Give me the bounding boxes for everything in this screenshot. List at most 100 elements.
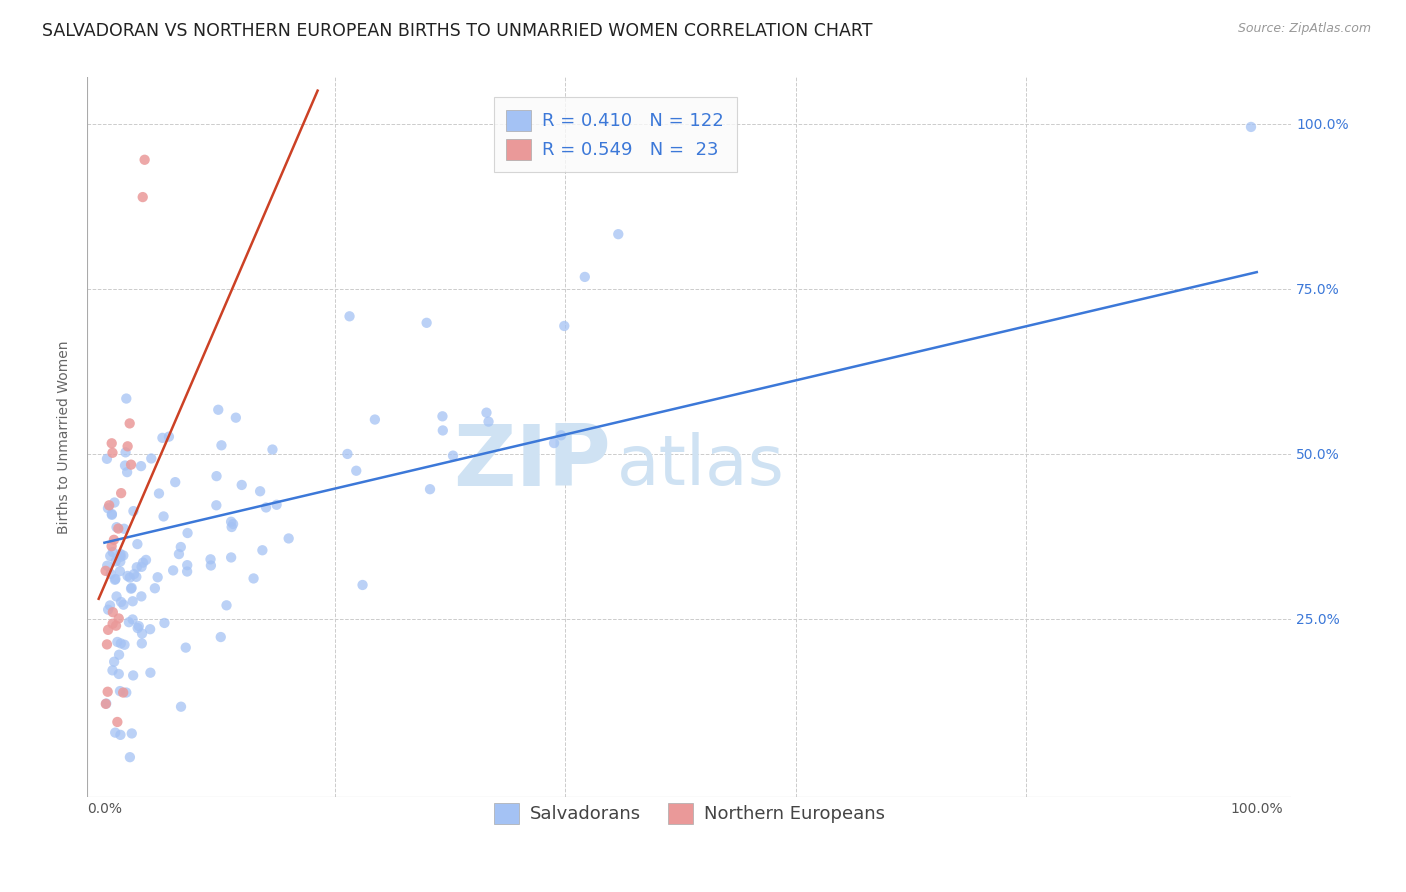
Point xyxy=(108,684,131,698)
Point xyxy=(176,565,198,579)
Point xyxy=(339,310,361,324)
Point xyxy=(117,439,139,453)
Point xyxy=(110,549,132,564)
Point xyxy=(215,599,238,613)
Point xyxy=(139,622,162,636)
Point xyxy=(277,532,299,546)
Point xyxy=(94,564,117,578)
Point xyxy=(336,447,359,461)
Point xyxy=(415,316,437,330)
Text: SALVADORAN VS NORTHERN EUROPEAN BIRTHS TO UNMARRIED WOMEN CORRELATION CHART: SALVADORAN VS NORTHERN EUROPEAN BIRTHS T… xyxy=(42,22,873,40)
Point xyxy=(1240,120,1263,134)
Point xyxy=(112,549,135,563)
Point xyxy=(219,515,242,529)
Point xyxy=(127,621,149,635)
Point xyxy=(98,549,121,563)
Point xyxy=(96,558,118,573)
Point xyxy=(211,438,233,452)
Point xyxy=(242,571,264,585)
Point xyxy=(115,392,138,406)
Point xyxy=(121,594,143,608)
Point xyxy=(108,564,131,578)
Point xyxy=(131,590,153,604)
Point xyxy=(146,570,169,584)
Point xyxy=(441,449,464,463)
Point xyxy=(107,611,129,625)
Point xyxy=(103,533,125,547)
Point xyxy=(152,431,174,445)
Point xyxy=(121,612,143,626)
Point xyxy=(205,469,228,483)
Point xyxy=(432,424,454,438)
Point xyxy=(110,728,132,742)
Point xyxy=(97,684,120,698)
Point xyxy=(105,618,128,632)
Point xyxy=(117,569,139,583)
Point xyxy=(100,566,122,581)
Point xyxy=(553,318,575,333)
Point xyxy=(101,664,124,678)
Point xyxy=(209,630,232,644)
Point xyxy=(98,498,121,512)
Point xyxy=(134,153,156,167)
Point xyxy=(97,623,120,637)
Point xyxy=(200,552,222,566)
Text: ZIP: ZIP xyxy=(453,421,612,504)
Point xyxy=(266,498,288,512)
Point xyxy=(114,445,136,459)
Point xyxy=(125,570,148,584)
Point xyxy=(120,582,142,596)
Point xyxy=(131,636,153,650)
Point xyxy=(162,563,184,577)
Point xyxy=(131,559,153,574)
Point xyxy=(112,598,135,612)
Point xyxy=(118,570,141,584)
Point xyxy=(122,567,145,582)
Point xyxy=(101,446,124,460)
Point xyxy=(225,410,247,425)
Point xyxy=(432,409,454,424)
Point xyxy=(110,547,132,561)
Point xyxy=(105,635,128,649)
Point xyxy=(121,726,143,740)
Point xyxy=(110,486,132,500)
Point xyxy=(94,697,117,711)
Point xyxy=(252,543,274,558)
Point xyxy=(249,484,271,499)
Point xyxy=(550,428,572,442)
Point xyxy=(96,637,118,651)
Point xyxy=(419,482,441,496)
Point xyxy=(231,478,253,492)
Point xyxy=(122,504,145,518)
Point xyxy=(118,615,141,630)
Point xyxy=(107,667,129,681)
Point xyxy=(153,615,176,630)
Point xyxy=(112,522,135,536)
Point xyxy=(574,269,596,284)
Point xyxy=(110,636,132,650)
Point xyxy=(114,638,136,652)
Point xyxy=(128,619,150,633)
Point xyxy=(207,402,229,417)
Y-axis label: Births to Unmarried Women: Births to Unmarried Women xyxy=(58,341,72,533)
Point xyxy=(221,520,243,534)
Point xyxy=(132,190,155,204)
Point xyxy=(127,537,149,551)
Point xyxy=(141,451,163,466)
Point xyxy=(176,558,198,573)
Point xyxy=(157,430,180,444)
Point xyxy=(101,616,124,631)
Point xyxy=(97,602,120,616)
Point xyxy=(96,697,118,711)
Point xyxy=(170,540,193,554)
Point xyxy=(170,699,193,714)
Point xyxy=(105,714,128,729)
Point xyxy=(110,555,132,569)
Point xyxy=(103,495,125,509)
Point xyxy=(477,415,499,429)
Point xyxy=(205,498,228,512)
Point xyxy=(118,417,141,431)
Legend: Salvadorans, Northern Europeans: Salvadorans, Northern Europeans xyxy=(482,792,896,835)
Point xyxy=(101,545,124,559)
Point xyxy=(104,554,127,568)
